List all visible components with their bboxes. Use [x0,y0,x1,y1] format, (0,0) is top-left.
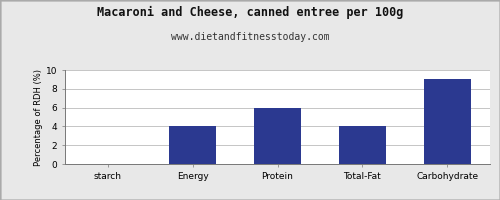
Y-axis label: Percentage of RDH (%): Percentage of RDH (%) [34,68,43,166]
Text: www.dietandfitnesstoday.com: www.dietandfitnesstoday.com [170,32,330,42]
Bar [169,126,216,164]
Bar [339,126,386,164]
Bar [424,79,470,164]
Text: Macaroni and Cheese, canned entree per 100g: Macaroni and Cheese, canned entree per 1… [97,6,403,19]
Bar [254,108,301,164]
